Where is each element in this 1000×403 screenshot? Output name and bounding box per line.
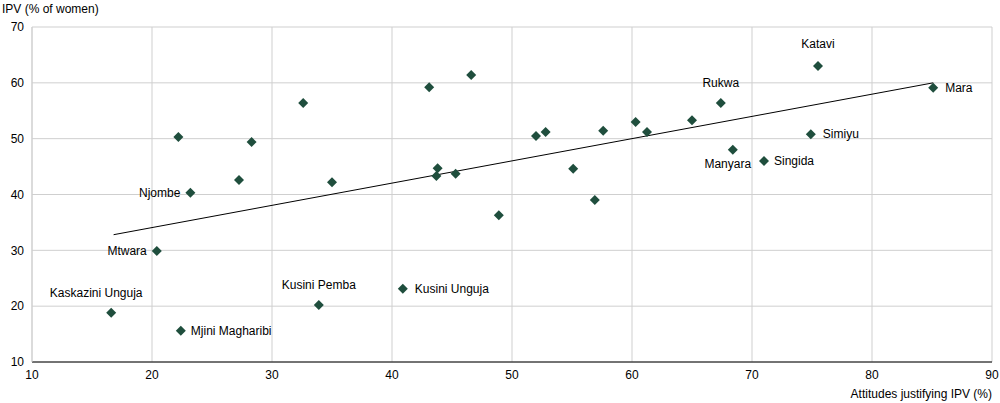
svg-text:20: 20 <box>11 299 25 313</box>
svg-text:Kaskazini Unguja: Kaskazini Unguja <box>50 286 143 300</box>
svg-text:10: 10 <box>25 368 39 382</box>
svg-text:70: 70 <box>11 20 25 34</box>
svg-text:Katavi: Katavi <box>801 37 834 51</box>
svg-text:Simiyu: Simiyu <box>823 127 859 141</box>
svg-text:30: 30 <box>11 244 25 258</box>
svg-text:Singida: Singida <box>774 154 814 168</box>
svg-text:Mjini Magharibi: Mjini Magharibi <box>191 324 272 338</box>
svg-text:60: 60 <box>625 368 639 382</box>
svg-text:IPV (% of women): IPV (% of women) <box>8 2 99 16</box>
svg-text:Manyara: Manyara <box>704 157 751 171</box>
svg-text:10: 10 <box>11 355 25 369</box>
svg-text:80: 80 <box>865 368 879 382</box>
svg-text:90: 90 <box>985 368 992 382</box>
svg-text:Kusini Unguja: Kusini Unguja <box>415 282 489 296</box>
svg-text:20: 20 <box>145 368 159 382</box>
svg-text:50: 50 <box>505 368 519 382</box>
svg-text:Njombe: Njombe <box>139 186 181 200</box>
svg-text:70: 70 <box>745 368 759 382</box>
svg-text:Rukwa: Rukwa <box>702 76 739 90</box>
svg-text:30: 30 <box>265 368 279 382</box>
svg-text:60: 60 <box>11 76 25 90</box>
svg-text:40: 40 <box>385 368 399 382</box>
svg-text:Kusini Pemba: Kusini Pemba <box>282 278 356 292</box>
svg-text:40: 40 <box>11 188 25 202</box>
svg-text:Mtwara: Mtwara <box>107 244 147 258</box>
svg-text:50: 50 <box>11 132 25 146</box>
svg-text:Attitudes justifying IPV (%): Attitudes justifying IPV (%) <box>851 387 992 401</box>
svg-text:Mara: Mara <box>945 81 973 95</box>
